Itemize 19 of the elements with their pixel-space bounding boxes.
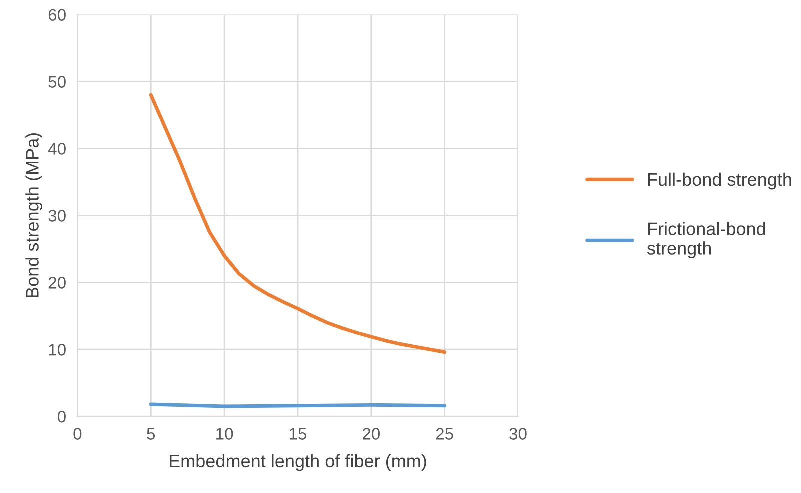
y-tick-label: 60 [48, 9, 66, 21]
x-axis-title: Embedment length of fiber (mm) [170, 454, 426, 472]
y-tick-label: 30 [48, 210, 66, 222]
y-tick-label: 0 [58, 410, 66, 423]
legend-label: Full-bond strength [648, 172, 792, 190]
y-tick-label: 10 [49, 344, 66, 356]
x-tick-label: 10 [216, 428, 234, 440]
y-axis-title: Bond strength (MPa) [26, 134, 42, 298]
x-tick-label: 20 [362, 428, 380, 440]
y-tick-label: 20 [48, 277, 66, 289]
x-tick-label: 5 [147, 428, 156, 440]
x-tick-label: 25 [436, 428, 454, 440]
legend-label: Frictional-bond strength [647, 222, 766, 258]
y-tick-label: 40 [48, 143, 66, 155]
x-tick-label: 15 [290, 428, 307, 440]
x-tick-label: 30 [510, 428, 527, 440]
line-series [149, 93, 447, 354]
y-tick-label: 50 [48, 76, 66, 88]
x-tick-label: 0 [74, 428, 82, 440]
